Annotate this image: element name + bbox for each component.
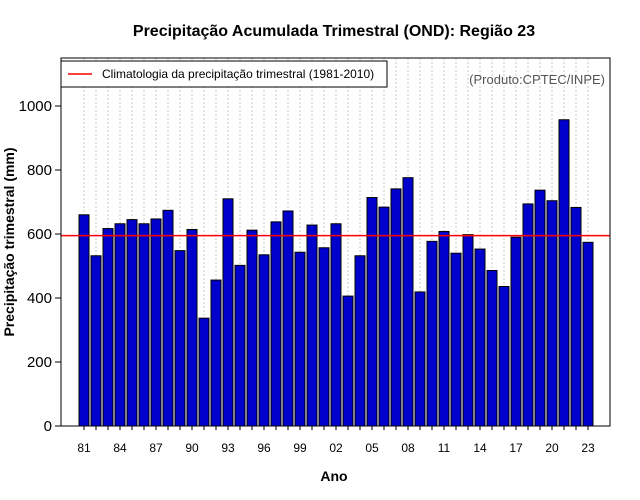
x-tick-label: 81 bbox=[77, 441, 91, 455]
bar-1982 bbox=[90, 255, 102, 427]
bar-1985 bbox=[126, 219, 138, 427]
y-tick-label: 600 bbox=[27, 226, 52, 243]
bar-series bbox=[78, 119, 594, 427]
bar-2008 bbox=[402, 177, 414, 427]
bar-2016 bbox=[498, 285, 510, 427]
bar-1983 bbox=[102, 228, 114, 427]
bar-2001 bbox=[318, 247, 330, 427]
bar-2005 bbox=[366, 197, 378, 427]
chart-title: Precipitação Acumulada Trimestral (OND):… bbox=[133, 23, 535, 40]
bar-1991 bbox=[198, 317, 210, 427]
legend-box bbox=[60, 60, 388, 88]
x-tick-label: 14 bbox=[473, 441, 487, 455]
bar-2007 bbox=[390, 188, 402, 427]
x-tick-label: 99 bbox=[293, 441, 307, 455]
bar-1981 bbox=[78, 214, 90, 427]
y-tick-label: 800 bbox=[27, 162, 52, 179]
x-tick-label: 96 bbox=[257, 441, 271, 455]
x-tick-label: 90 bbox=[185, 441, 199, 455]
y-tick-label: 0 bbox=[44, 418, 52, 435]
bar-1987 bbox=[150, 218, 162, 427]
bar-2019 bbox=[534, 189, 546, 427]
bar-2015 bbox=[486, 269, 498, 427]
bar-1984 bbox=[114, 223, 126, 427]
bar-2017 bbox=[510, 236, 522, 427]
x-tick-label: 17 bbox=[509, 441, 523, 455]
x-tick-label: 93 bbox=[221, 441, 235, 455]
x-tick-label: 84 bbox=[113, 441, 127, 455]
legend-label: Climatologia da precipitação trimestral … bbox=[102, 67, 374, 81]
bar-2006 bbox=[378, 206, 390, 427]
bar-2020 bbox=[546, 200, 558, 427]
bar-2013 bbox=[462, 234, 474, 427]
bar-1990 bbox=[186, 229, 198, 427]
bar-1997 bbox=[270, 221, 282, 427]
y-tick-label: 1000 bbox=[19, 98, 52, 115]
bar-2012 bbox=[450, 252, 462, 427]
bar-2014 bbox=[474, 248, 486, 427]
bar-2009 bbox=[414, 291, 426, 427]
x-axis-title: Ano bbox=[320, 468, 347, 484]
y-tick-label: 400 bbox=[27, 290, 52, 307]
x-tick-label: 20 bbox=[545, 441, 559, 455]
bar-1996 bbox=[258, 254, 270, 427]
bar-2018 bbox=[522, 203, 534, 427]
bar-1992 bbox=[210, 279, 222, 427]
bar-1995 bbox=[246, 229, 258, 427]
bar-1989 bbox=[174, 250, 186, 427]
bar-1998 bbox=[282, 210, 294, 427]
x-tick-label: 87 bbox=[149, 441, 163, 455]
y-tick-label: 200 bbox=[27, 354, 52, 371]
bar-1986 bbox=[138, 223, 150, 427]
x-axis: 81 84 87 90 93 96 99 02 05 08 11 14 17 20 23 bbox=[77, 426, 595, 455]
bar-2022 bbox=[570, 206, 582, 427]
x-tick-label: 08 bbox=[401, 441, 415, 455]
bar-1994 bbox=[234, 264, 246, 427]
bar-1993 bbox=[222, 198, 234, 427]
bar-1999 bbox=[294, 251, 306, 427]
x-tick-label: 11 bbox=[438, 441, 451, 455]
bar-2003 bbox=[342, 295, 354, 427]
product-label: (Produto:CPTEC/INPE) bbox=[469, 72, 605, 87]
x-tick-label: 02 bbox=[329, 441, 343, 455]
y-axis: 0 200 400 600 800 1000 bbox=[19, 98, 61, 435]
legend: Climatologia da precipitação trimestral … bbox=[60, 60, 388, 88]
bar-2000 bbox=[306, 224, 318, 427]
x-tick-label: 23 bbox=[581, 441, 595, 455]
bar-2010 bbox=[426, 240, 438, 427]
x-tick-label: 05 bbox=[365, 441, 379, 455]
bar-2004 bbox=[354, 255, 366, 427]
y-axis-title: Precipitação trimestral (mm) bbox=[1, 147, 17, 336]
bar-2023 bbox=[582, 241, 594, 427]
bar-2002 bbox=[330, 223, 342, 427]
bar-1988 bbox=[162, 209, 174, 427]
bar-2011 bbox=[438, 230, 450, 427]
bar-2021 bbox=[558, 119, 570, 427]
